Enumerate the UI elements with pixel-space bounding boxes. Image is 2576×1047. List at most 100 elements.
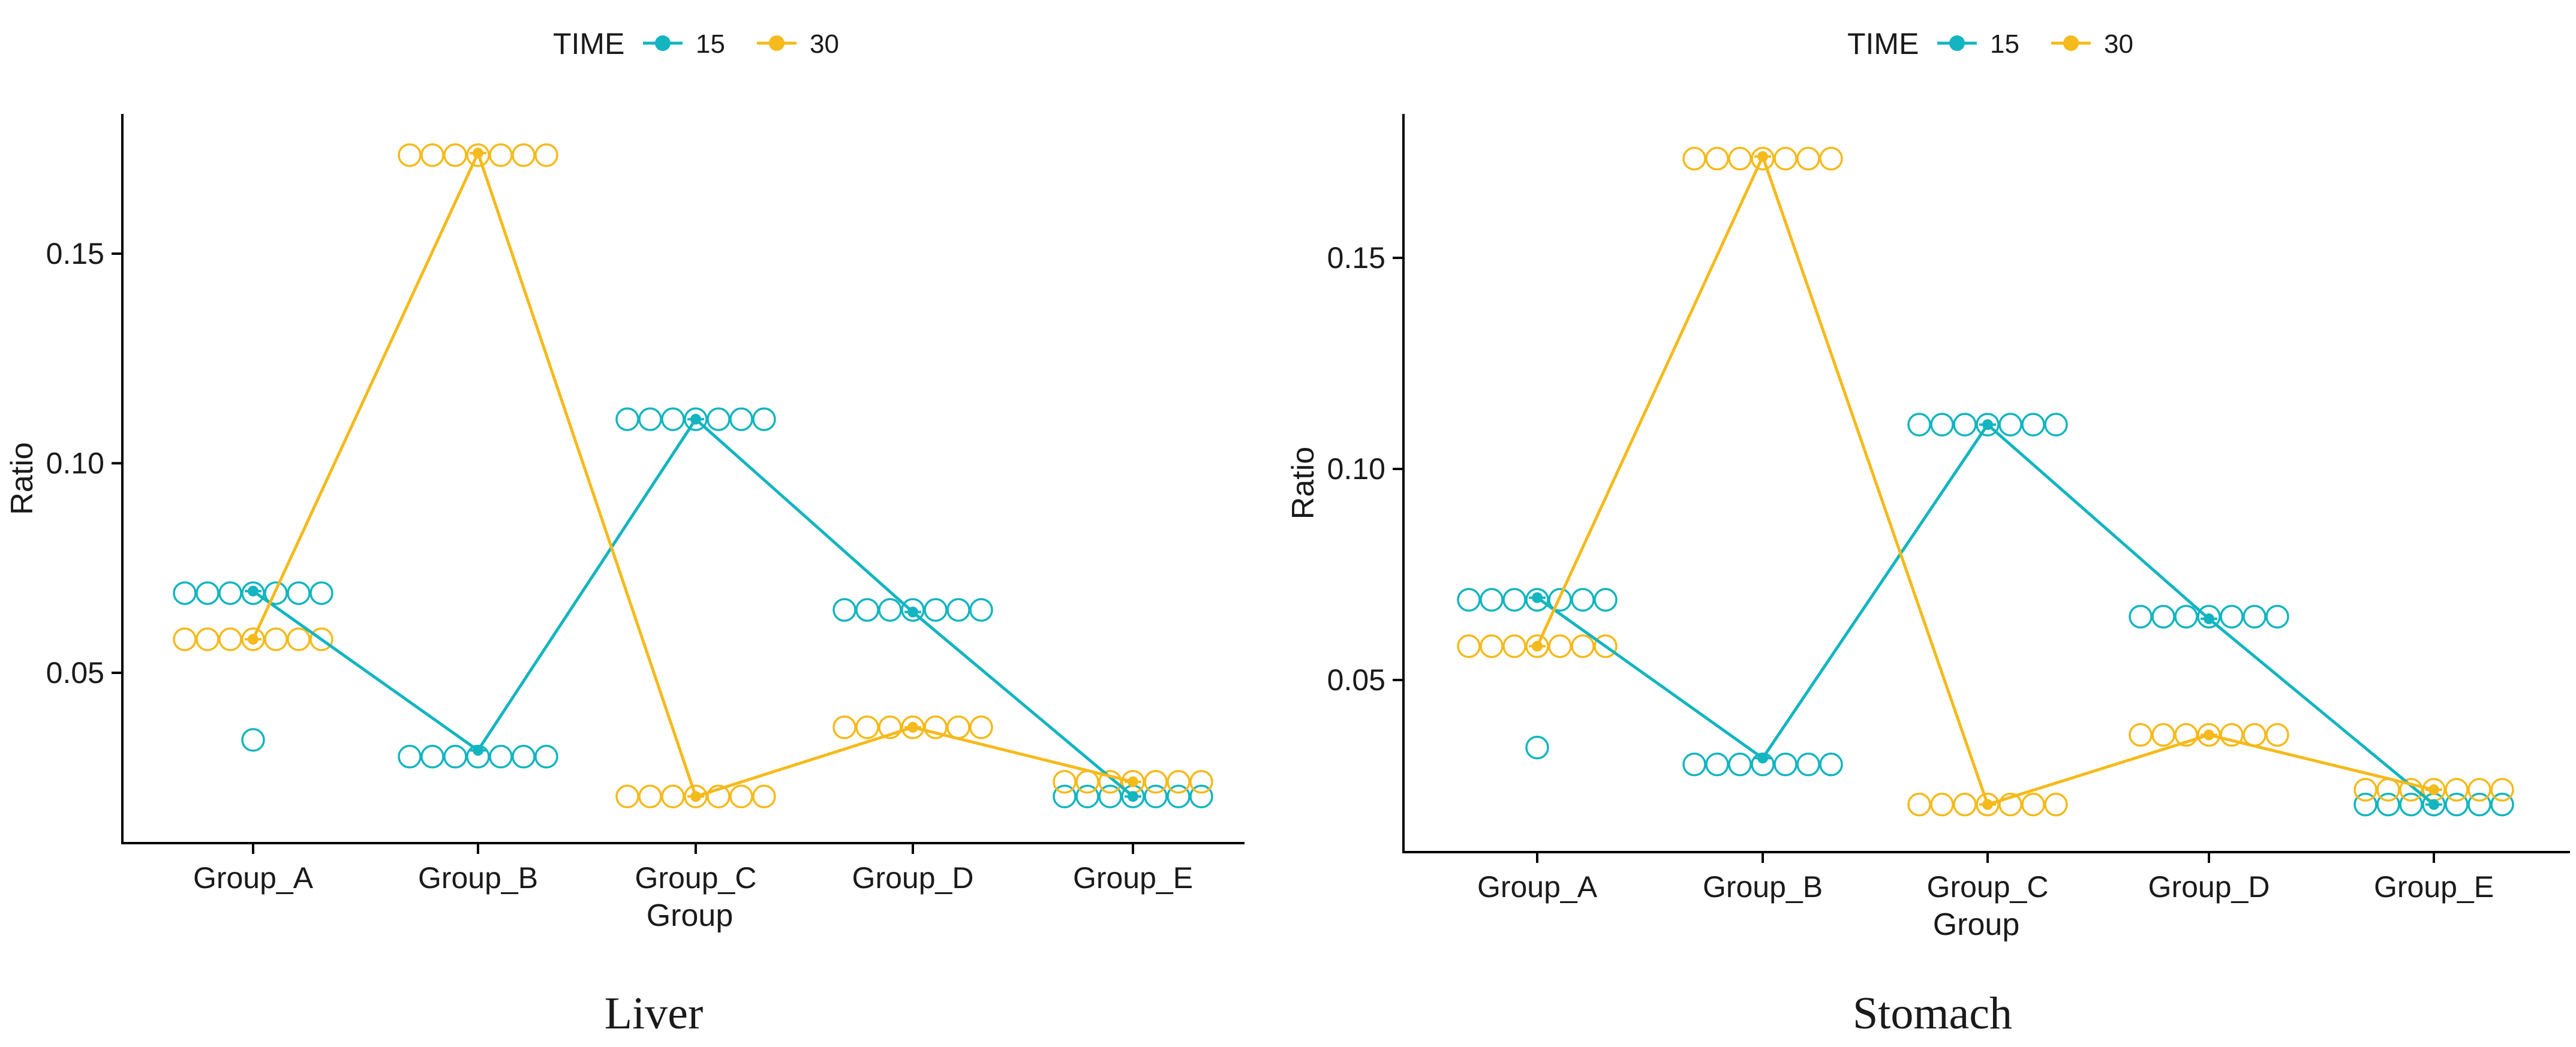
data-point-open-circle	[661, 784, 685, 808]
data-point-open-circle	[196, 627, 220, 651]
x-tick-label: Group_D	[852, 861, 974, 895]
data-point-open-circle	[1930, 792, 1954, 817]
data-point-open-circle	[969, 715, 993, 739]
data-point-open-circle	[1525, 735, 1549, 760]
data-point-open-circle	[638, 407, 662, 431]
data-point-open-circle	[1457, 634, 1481, 658]
x-tick-label: Group_B	[1703, 870, 1823, 904]
data-point-open-circle	[241, 728, 265, 752]
data-point-open-circle	[1480, 634, 1504, 658]
series-line-15	[252, 417, 1134, 798]
data-point-open-circle	[264, 581, 288, 605]
legend-key-dot	[769, 35, 784, 51]
data-point-open-circle	[2220, 604, 2244, 629]
data-point-open-circle	[2467, 778, 2491, 802]
data-point-open-circle	[534, 745, 558, 769]
data-point-open-circle	[2265, 604, 2289, 629]
data-point-open-circle	[752, 784, 776, 808]
data-point-open-circle	[878, 598, 902, 622]
data-point-open-circle	[707, 407, 731, 431]
data-point-open-circle	[287, 581, 311, 605]
data-point-open-circle	[2151, 604, 2175, 629]
x-tick-label: Group_E	[2374, 870, 2494, 904]
data-point-open-circle	[1480, 588, 1504, 612]
y-axis-title: Ratio	[1286, 447, 1321, 519]
data-point-open-circle	[2353, 778, 2377, 802]
legend-label: 30	[810, 29, 839, 59]
data-point-open-circle	[241, 627, 265, 651]
data-point-open-circle	[2044, 792, 2068, 817]
data-point-open-circle	[924, 715, 948, 739]
data-point-open-circle	[489, 143, 513, 167]
data-point-open-circle	[1502, 588, 1526, 612]
x-tick-label: Group_A	[1477, 870, 1598, 904]
data-point-open-circle	[2353, 792, 2377, 817]
data-point-open-circle	[638, 784, 662, 808]
data-point-open-circle	[2174, 723, 2198, 747]
chart-panel-5-stomach: 0.05 0.10 0.15 Group_A Group_B Group_C Group_D…	[1286, 27, 2570, 1039]
data-point-open-circle	[196, 581, 220, 605]
data-point-open-circle	[2129, 723, 2153, 747]
data-point-open-circle	[1594, 634, 1618, 658]
data-point-open-circle	[1682, 753, 1706, 777]
data-point-open-circle	[729, 784, 753, 808]
panel-caption: Stomach	[1853, 988, 2012, 1039]
y-tick-label: 0.15	[1327, 241, 1385, 275]
legend-label: 30	[2104, 29, 2133, 59]
y-tick-label: 0.10	[46, 447, 104, 480]
data-point-open-circle	[1796, 146, 1820, 171]
data-point-open-circle	[420, 143, 444, 167]
data-point-open-circle	[1144, 769, 1168, 794]
data-point-open-circle	[1167, 784, 1191, 808]
data-point-open-circle	[309, 627, 333, 651]
panel-caption: Liver	[605, 988, 704, 1039]
series-line-30	[251, 151, 1134, 798]
legend: TIME 15 30	[553, 27, 839, 61]
data-point-open-circle	[2467, 792, 2491, 817]
x-tick-label: Group_E	[1073, 861, 1193, 895]
data-point-open-circle	[2490, 792, 2514, 817]
data-point-open-circle	[729, 407, 753, 431]
data-point-open-circle	[1751, 146, 1775, 171]
y-tick-label: 0.05	[1327, 663, 1385, 697]
data-point-open-circle	[1930, 413, 1954, 437]
data-point-open-circle	[1796, 753, 1820, 777]
data-point-open-circle	[1819, 146, 1843, 171]
data-point-open-circle	[1075, 784, 1099, 808]
data-point-open-circle	[946, 598, 970, 622]
y-tick-label: 0.15	[46, 237, 104, 270]
data-point-open-circle	[684, 407, 708, 431]
data-point-open-circle	[287, 627, 311, 651]
x-tick-label: Group_C	[635, 861, 757, 895]
data-point-open-circle	[1144, 784, 1168, 808]
data-point-open-circle	[2021, 792, 2045, 817]
x-axis-title: Group	[647, 898, 734, 933]
data-point-open-circle	[1525, 588, 1549, 612]
data-point-open-circle	[1571, 588, 1595, 612]
data-point-open-circle	[534, 143, 558, 167]
data-point-open-circle	[2151, 723, 2175, 747]
data-point-open-circle	[2376, 778, 2400, 802]
dots-series-15	[173, 407, 1213, 808]
data-point-open-circle	[218, 627, 242, 651]
y-tick-label: 0.10	[1327, 452, 1385, 486]
x-tick-label: Group_D	[2148, 870, 2270, 904]
data-point-open-circle	[901, 598, 925, 622]
data-point-open-circle	[901, 715, 925, 739]
data-point-open-circle	[443, 143, 467, 167]
legend-title: TIME	[553, 27, 624, 61]
data-point-open-circle	[1682, 146, 1706, 171]
data-point-open-circle	[1548, 634, 1572, 658]
data-point-open-circle	[398, 143, 422, 167]
data-point-open-circle	[707, 784, 731, 808]
data-point-open-circle	[2445, 792, 2469, 817]
data-point-open-circle	[752, 407, 776, 431]
data-point-open-circle	[2243, 604, 2267, 629]
data-point-open-circle	[1907, 792, 1931, 817]
data-point-open-circle	[1189, 784, 1213, 808]
data-point-open-circle	[420, 745, 444, 769]
data-point-open-circle	[2445, 778, 2469, 802]
data-point-open-circle	[855, 598, 879, 622]
dots-series-30	[1457, 146, 2514, 817]
